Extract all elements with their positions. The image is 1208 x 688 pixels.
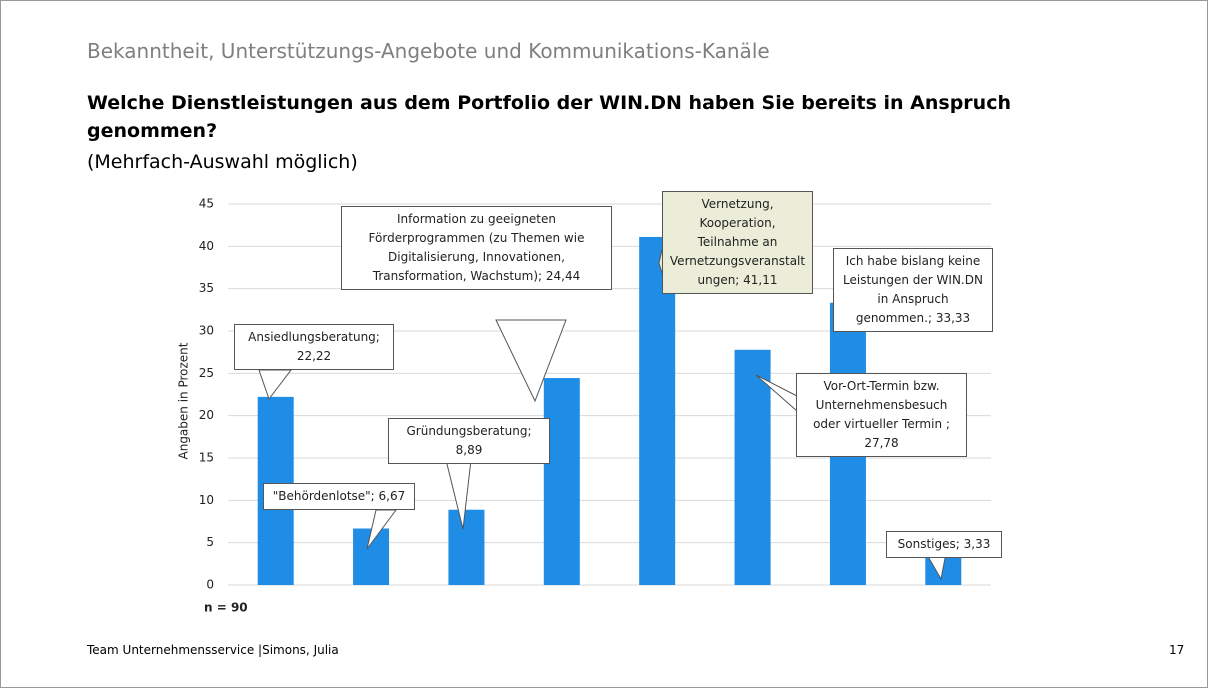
y-tick-label: 10 (199, 493, 214, 507)
callout-pointer (495, 319, 567, 403)
y-tick-label: 30 (199, 324, 214, 338)
data-label: Sonstiges; 3,33 (886, 531, 1002, 558)
slide-header: Bekanntheit, Unterstützungs-Angebote und… (87, 39, 770, 63)
data-label: Vor-Ort-Termin bzw. Unternehmensbesuch o… (796, 373, 967, 457)
y-tick-label: 20 (199, 408, 214, 422)
callout-pointer (258, 369, 293, 401)
y-tick-label: 25 (199, 366, 214, 380)
bar (734, 349, 771, 585)
y-tick-label: 40 (199, 239, 214, 253)
data-label: Ansiedlungsberatung; 22,22 (234, 324, 394, 370)
data-label: Gründungsberatung; 8,89 (388, 418, 550, 464)
footer: Team Unternehmensservice |Simons, Julia (87, 643, 339, 657)
data-label: Ich habe bislang keine Leistungen der WI… (833, 248, 993, 332)
chart-subtitle: (Mehrfach-Auswahl möglich) (87, 151, 358, 173)
bar (543, 378, 580, 585)
callout-pointer (366, 509, 397, 550)
y-tick-label: 45 (199, 197, 214, 211)
chart-title: Welche Dienstleistungen aus dem Portfoli… (87, 92, 1011, 142)
bar (448, 509, 485, 585)
y-tick-label: 5 (206, 535, 214, 549)
y-tick-label: 35 (199, 281, 214, 295)
y-tick-label: 0 (206, 578, 214, 592)
annotation: n = 90 (204, 601, 248, 615)
y-tick-label: 15 (199, 451, 214, 465)
bar (639, 236, 676, 585)
y-axis-label: Angaben in Prozent (177, 342, 191, 459)
page-number: 17 (1169, 643, 1185, 657)
data-label: "Behördenlotse"; 6,67 (263, 483, 415, 510)
data-label: Vernetzung, Kooperation, Teilnahme an Ve… (662, 191, 813, 294)
data-label: Information zu geeigneten Förderprogramm… (341, 206, 612, 290)
